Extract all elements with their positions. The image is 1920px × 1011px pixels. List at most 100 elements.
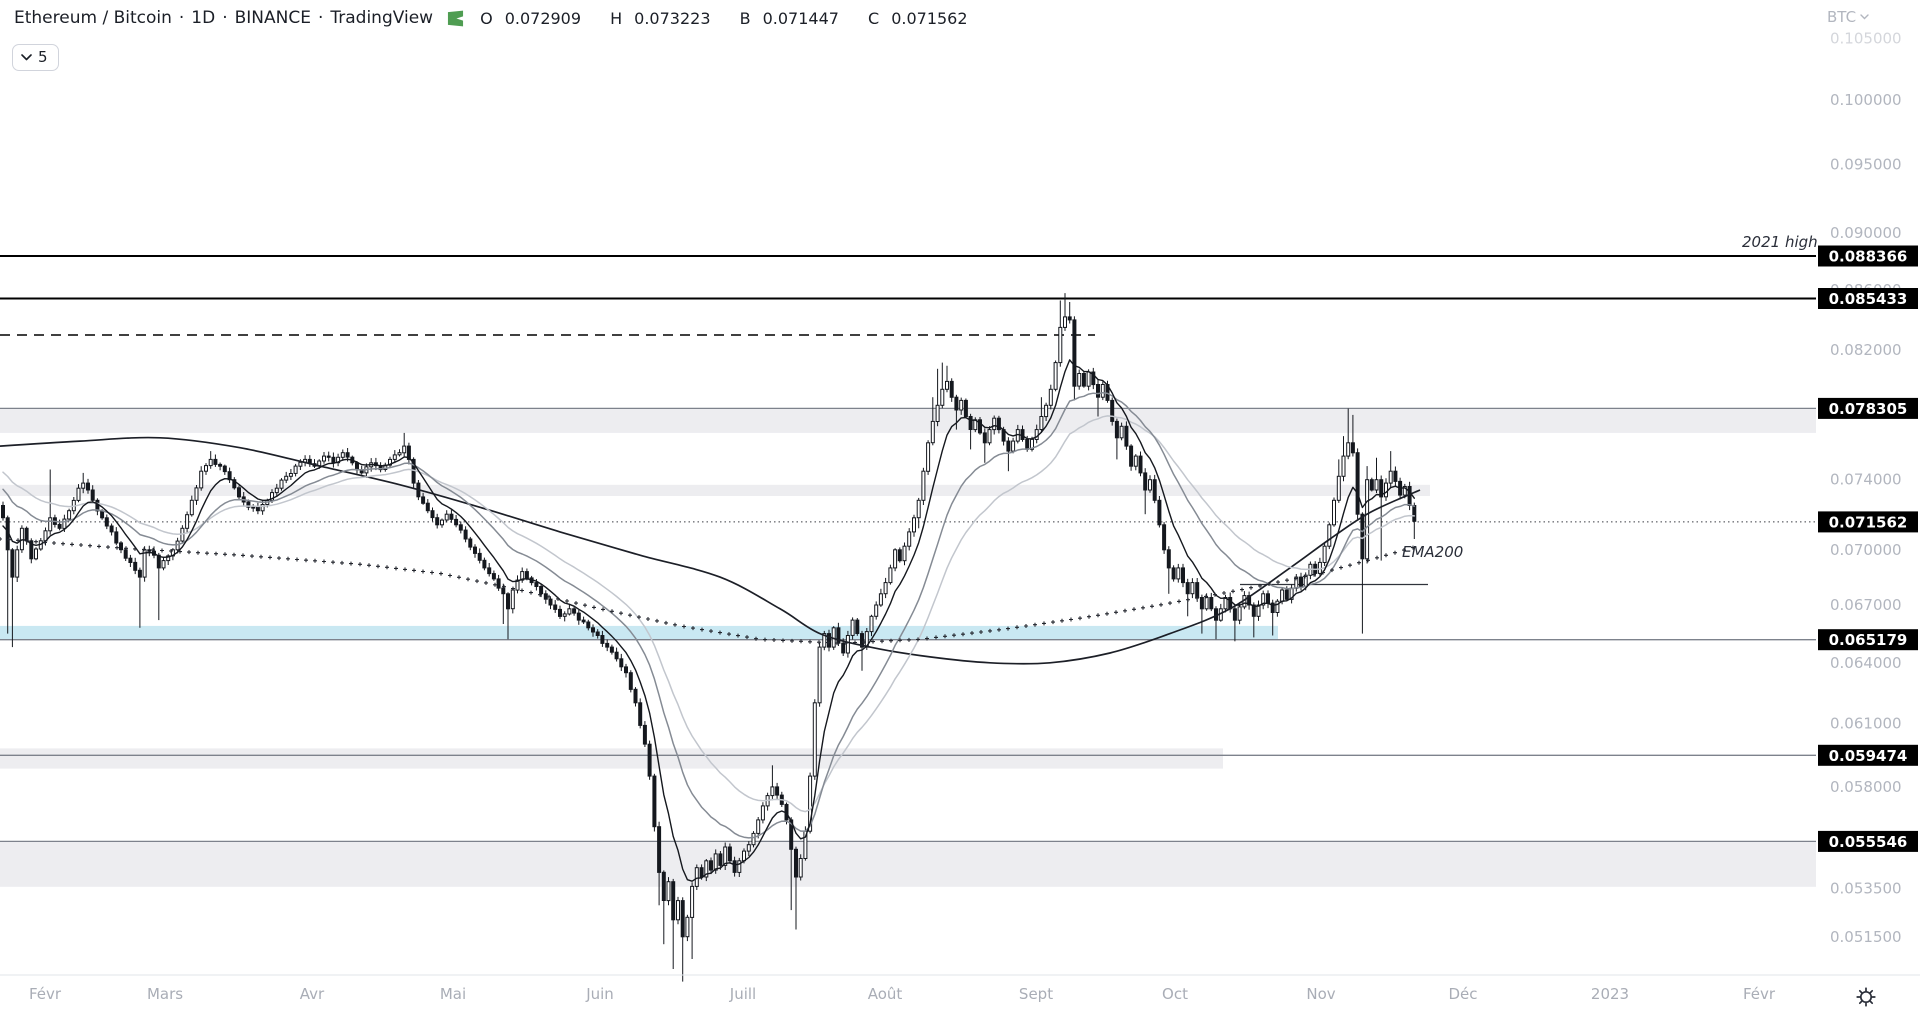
candle-up xyxy=(1039,416,1044,430)
candle-down xyxy=(996,417,1001,431)
candle-down xyxy=(841,642,846,654)
candle-down xyxy=(1350,442,1355,454)
candle-down xyxy=(421,496,426,504)
candle-down xyxy=(425,502,430,512)
candle-up xyxy=(694,867,699,887)
close-value: 0.071562 xyxy=(891,8,968,28)
candle-up xyxy=(260,504,265,512)
price-unit-dropdown[interactable]: BTC xyxy=(1827,8,1869,26)
candle-down xyxy=(1412,505,1417,522)
candle-up xyxy=(194,487,199,501)
candle-down xyxy=(406,445,411,460)
candle-up xyxy=(1402,486,1407,496)
price-badge xyxy=(1818,629,1918,651)
time-axis-label: Févr xyxy=(1743,985,1776,1003)
high-value: 0.073223 xyxy=(634,8,711,28)
price-unit-label: BTC xyxy=(1827,8,1857,26)
candle-up xyxy=(940,388,945,406)
candle-down xyxy=(104,517,109,527)
candle-down xyxy=(137,569,142,578)
legend-separator: · xyxy=(222,8,228,28)
candle-down xyxy=(699,867,704,878)
price-badge-value: 0.065179 xyxy=(1829,631,1908,649)
candle-down xyxy=(949,380,954,398)
candle-up xyxy=(270,492,274,501)
candle-down xyxy=(614,651,619,660)
legend-separator: · xyxy=(178,8,185,28)
candle-up xyxy=(67,510,72,520)
symbol-title[interactable]: Ethereum / Bitcoin xyxy=(14,8,172,28)
candle-up xyxy=(1280,589,1285,602)
candle-down xyxy=(1185,582,1190,595)
close-label: C xyxy=(868,8,880,28)
candle-down xyxy=(430,510,435,519)
legend-separator: · xyxy=(317,8,324,28)
candle-up xyxy=(279,479,284,489)
price-badge-value: 0.088366 xyxy=(1829,248,1908,266)
candle-down xyxy=(718,853,723,866)
candle-down xyxy=(600,635,605,644)
candle-up xyxy=(1100,384,1105,398)
candle-up xyxy=(208,458,213,467)
ma-ribbon-light xyxy=(2,415,1416,813)
time-axis-label: Févr xyxy=(29,985,62,1003)
candle-down xyxy=(1299,576,1303,587)
ma-ribbon-fast xyxy=(2,359,1416,882)
candle-up xyxy=(1336,475,1341,501)
candle-up xyxy=(274,487,279,494)
candle-up xyxy=(19,527,24,551)
time-axis[interactable] xyxy=(0,976,1820,1011)
candle-up xyxy=(15,549,20,578)
candle-down xyxy=(1096,384,1100,398)
candle-up xyxy=(1388,470,1393,484)
candle-up xyxy=(34,548,38,560)
candle-up xyxy=(907,531,912,547)
candle-down xyxy=(463,529,468,540)
candle-down xyxy=(775,786,780,796)
candle-down xyxy=(595,631,600,636)
candle-up xyxy=(1133,455,1138,467)
candle-up xyxy=(921,470,926,501)
candle-up xyxy=(293,465,298,474)
ema200-dotted xyxy=(0,537,1415,646)
candle-down xyxy=(29,540,34,560)
candle-up xyxy=(912,517,916,533)
candle-down xyxy=(968,416,973,430)
market-flag-icon xyxy=(447,10,464,27)
price-axis-label: 0.105000 xyxy=(1830,30,1902,48)
candle-up xyxy=(1119,425,1124,439)
candle-up xyxy=(1063,316,1067,328)
price-axis-label: 0.095000 xyxy=(1830,156,1902,174)
candle-up xyxy=(742,850,746,862)
candle-up xyxy=(945,380,949,390)
candle-up xyxy=(444,513,449,521)
candle-down xyxy=(477,552,482,561)
time-axis-label: Sept xyxy=(1019,985,1053,1003)
candle-up xyxy=(902,545,907,562)
candle-up xyxy=(1011,440,1016,452)
candle-down xyxy=(978,419,982,434)
candle-down xyxy=(491,573,496,580)
price-badge xyxy=(1818,744,1918,766)
candle-up xyxy=(397,452,402,456)
candle-up xyxy=(161,560,166,569)
candle-up xyxy=(284,475,289,481)
gear-icon[interactable] xyxy=(1853,984,1879,1010)
candle-down xyxy=(24,527,29,542)
candle-up xyxy=(1077,373,1082,387)
platform-label: TradingView xyxy=(330,8,434,28)
price-badge xyxy=(1818,397,1918,419)
candle-down xyxy=(496,578,501,589)
candle-up xyxy=(1058,326,1063,364)
candle-up xyxy=(676,900,680,921)
collapsed-indicators-button[interactable]: 5 xyxy=(12,44,59,71)
candle-down xyxy=(605,642,610,648)
interval-label[interactable]: 1D xyxy=(191,8,216,28)
candle-up xyxy=(1332,499,1336,526)
candle-up xyxy=(1204,597,1209,610)
open-label: O xyxy=(480,8,493,28)
candle-up xyxy=(883,582,888,595)
candle-up xyxy=(322,455,326,462)
price-badge-value: 0.059474 xyxy=(1829,747,1908,765)
